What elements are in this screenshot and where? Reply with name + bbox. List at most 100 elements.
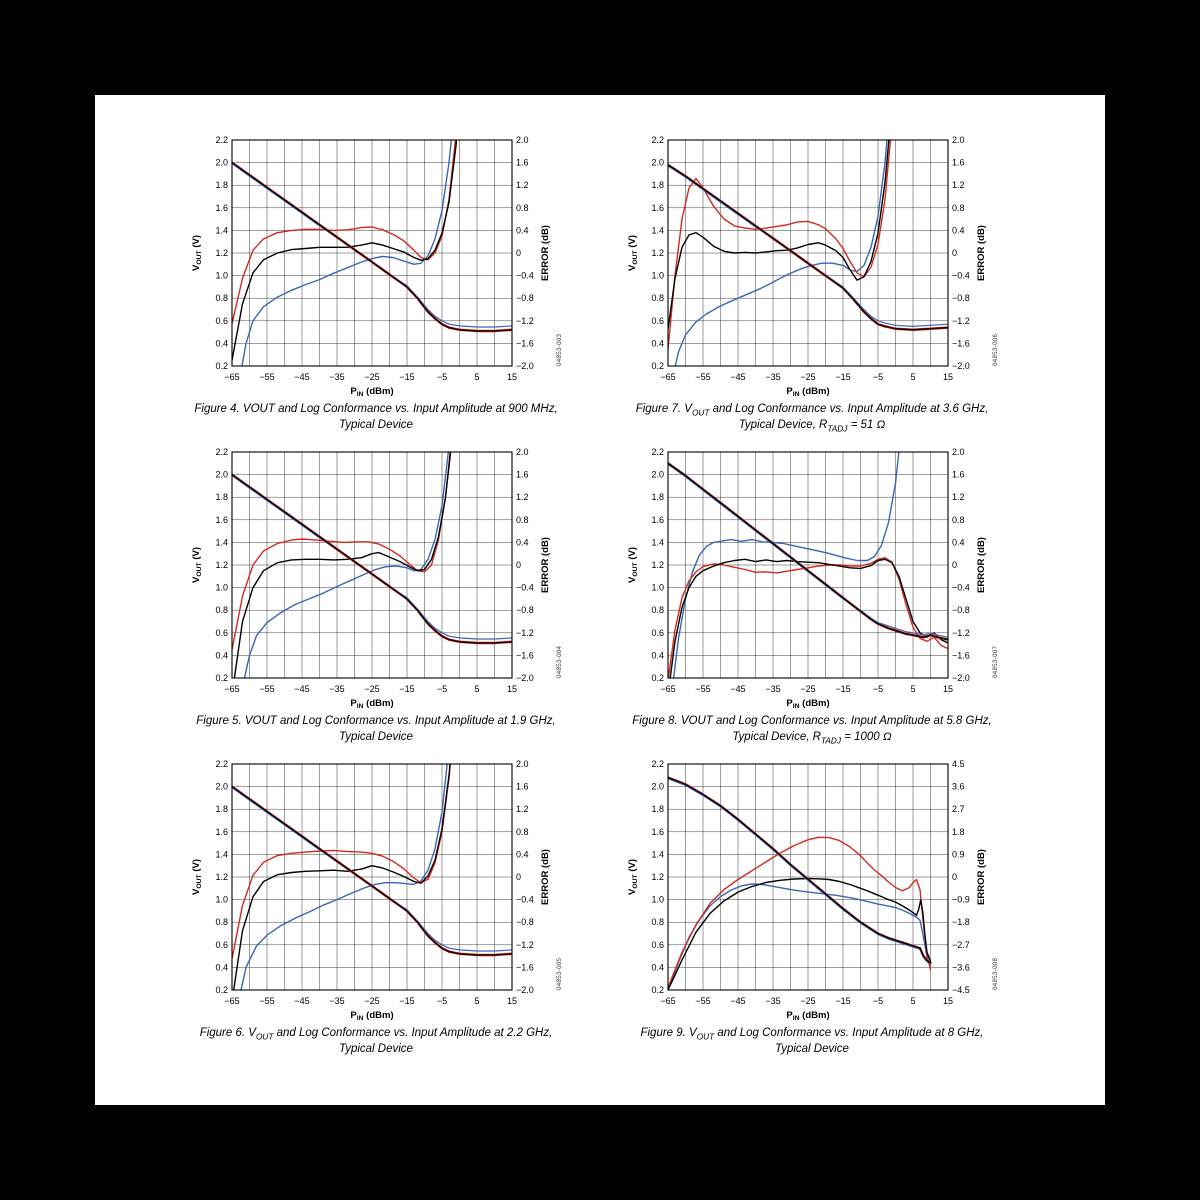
y-tick-left: 0.8 xyxy=(651,293,664,303)
x-tick: −5 xyxy=(873,372,883,382)
y-tick-right: 2.0 xyxy=(516,135,529,145)
grid xyxy=(232,764,512,990)
y-tick-right: 2.0 xyxy=(516,759,529,769)
figure-code: 04853-005 xyxy=(556,957,563,990)
y-tick-right: 1.6 xyxy=(952,470,965,480)
y-tick-right: 1.6 xyxy=(516,158,529,168)
y-tick-left: 0.6 xyxy=(215,628,228,638)
x-tick: −65 xyxy=(660,684,675,694)
chart-figure-7: 2.2 2.0 1.8 1.6 1.4 1.2 1.0 0.8 0.6 0.4 0.2 2.0 1.6 1… xyxy=(624,134,1000,435)
y-tick-left: 1.0 xyxy=(215,271,228,281)
y-tick-left: 1.0 xyxy=(215,895,228,905)
y-tick-left: 1.8 xyxy=(215,180,228,190)
y-axis-label-left: VOUT (V) xyxy=(627,859,639,895)
series-error-red xyxy=(232,764,451,960)
y-tick-right: −2.7 xyxy=(952,940,970,950)
x-tick: −45 xyxy=(730,684,745,694)
y-tick-left: 1.8 xyxy=(651,804,664,814)
x-tick: −55 xyxy=(695,372,710,382)
y-tick-right: −0.4 xyxy=(516,895,534,905)
y-tick-left: 2.0 xyxy=(215,782,228,792)
y-axis-label-right: ERROR (dB) xyxy=(976,225,987,281)
figure-6-caption: Figure 6. VOUT and Log Conformance vs. I… xyxy=(188,1026,564,1058)
x-tick: −65 xyxy=(224,996,239,1006)
y-tick-right: 2.0 xyxy=(516,447,529,457)
y-tick-right: 0.4 xyxy=(952,537,965,547)
tick-labels: 2.2 2.0 1.8 1.6 1.4 1.2 1.0 0.8 0.6 0.4 0.2 2.0 1.6 1… xyxy=(215,135,533,382)
x-tick: −55 xyxy=(259,996,274,1006)
chart-figure-8: 2.2 2.0 1.8 1.6 1.4 1.2 1.0 0.8 0.6 0.4 0.2 2.0 1.6 1… xyxy=(624,446,1000,746)
tick-labels: 2.2 2.0 1.8 1.6 1.4 1.2 1.0 0.8 0.6 0.4 0.2 2.0 1.6 1… xyxy=(215,759,533,1006)
y-tick-right: −1.6 xyxy=(952,650,970,660)
datasheet-page: 2.2 2.0 1.8 1.6 1.4 1.2 1.0 0.8 0.6 0.4 0.2 2.0 1.6 1… xyxy=(95,95,1105,1105)
x-axis-label: PIN (dBm) xyxy=(350,386,393,396)
caption-line: Typical Device xyxy=(339,1043,413,1056)
figure-code: 04853-008 xyxy=(992,957,999,990)
x-tick: −65 xyxy=(224,684,239,694)
y-tick-right: 0.8 xyxy=(516,827,529,837)
y-tick-left: 2.2 xyxy=(651,135,664,145)
y-tick-left: 0.2 xyxy=(651,985,664,995)
caption-line: Figure 6. VOUT and Log Conformance vs. I… xyxy=(199,1027,553,1042)
y-tick-left: 0.8 xyxy=(651,917,664,927)
y-tick-left: 1.2 xyxy=(651,248,664,258)
y-tick-left: 0.4 xyxy=(215,650,228,660)
y-tick-right: 0 xyxy=(952,248,957,258)
y-tick-right: 1.8 xyxy=(952,827,965,837)
tick-labels: 2.2 2.0 1.8 1.6 1.4 1.2 1.0 0.8 0.6 0.4 0.2 2.0 1.6 1… xyxy=(215,447,533,694)
x-tick: −25 xyxy=(364,372,379,382)
caption-line: Figure 5. VOUT and Log Conformance vs. I… xyxy=(196,715,556,727)
series-vout-black xyxy=(668,462,948,641)
y-tick-left: 1.0 xyxy=(651,895,664,905)
y-axis-label-right: ERROR (dB) xyxy=(540,537,551,593)
y-tick-left: 0.6 xyxy=(651,940,664,950)
x-tick: −55 xyxy=(695,684,710,694)
series-error-black xyxy=(668,877,932,990)
y-tick-left: 0.4 xyxy=(215,338,228,348)
y-tick-left: 1.4 xyxy=(215,225,228,235)
x-tick: −5 xyxy=(437,684,447,694)
x-tick: −25 xyxy=(364,684,379,694)
y-tick-right: 0.8 xyxy=(952,515,965,525)
x-tick: −15 xyxy=(399,372,414,382)
y-axis-label-left: VOUT (V) xyxy=(627,547,639,583)
y-tick-right: −1.6 xyxy=(516,962,534,972)
y-tick-left: 0.8 xyxy=(215,605,228,615)
x-tick: −25 xyxy=(800,996,815,1006)
x-tick: −25 xyxy=(364,996,379,1006)
x-tick: −25 xyxy=(800,372,815,382)
y-tick-right: 0.4 xyxy=(952,225,965,235)
caption-line: Typical Device, RTADJ = 1000 Ω xyxy=(732,730,892,745)
y-tick-left: 0.6 xyxy=(215,940,228,950)
plot-border xyxy=(667,139,949,367)
plot-border xyxy=(231,451,513,679)
x-tick: −5 xyxy=(873,684,883,694)
y-tick-right: 0.9 xyxy=(952,849,965,859)
figure-9-plot: 2.2 2.0 1.8 1.6 1.4 1.2 1.0 0.8 0.6 0.4 0.2 4.5 3.6 2… xyxy=(627,759,999,1020)
x-tick: 5 xyxy=(910,684,915,694)
x-tick: 5 xyxy=(474,684,479,694)
caption-line: Figure 4. VOUT and Log Conformance vs. I… xyxy=(194,403,558,415)
y-tick-right: −1.2 xyxy=(516,316,534,326)
y-tick-right: −0.8 xyxy=(516,605,534,615)
y-tick-right: 0.4 xyxy=(516,225,529,235)
y-tick-left: 0.6 xyxy=(651,316,664,326)
y-tick-left: 1.4 xyxy=(215,537,228,547)
x-tick: −5 xyxy=(437,372,447,382)
series-error-black xyxy=(232,140,458,362)
y-tick-left: 0.6 xyxy=(651,628,664,638)
x-tick: −35 xyxy=(765,684,780,694)
x-tick: −65 xyxy=(660,996,675,1006)
figure-5-plot: 2.2 2.0 1.8 1.6 1.4 1.2 1.0 0.8 0.6 0.4 0.2 2.0 1.6 1… xyxy=(191,447,563,708)
x-axis-label: PIN (dBm) xyxy=(786,386,829,396)
y-tick-right: −0.8 xyxy=(952,293,970,303)
figure-7-caption: Figure 7. VOUT and Log Conformance vs. I… xyxy=(624,402,1000,435)
y-tick-right: −1.2 xyxy=(516,628,534,638)
y-tick-left: 0.8 xyxy=(215,293,228,303)
x-axis-label: PIN (dBm) xyxy=(786,698,829,708)
chart-figure-6: 2.2 2.0 1.8 1.6 1.4 1.2 1.0 0.8 0.6 0.4 0.2 2.0 1.6 1… xyxy=(188,758,564,1058)
y-tick-right: 1.6 xyxy=(516,782,529,792)
x-tick: 15 xyxy=(507,684,517,694)
series-error-blue xyxy=(241,140,453,366)
grid xyxy=(668,764,948,990)
